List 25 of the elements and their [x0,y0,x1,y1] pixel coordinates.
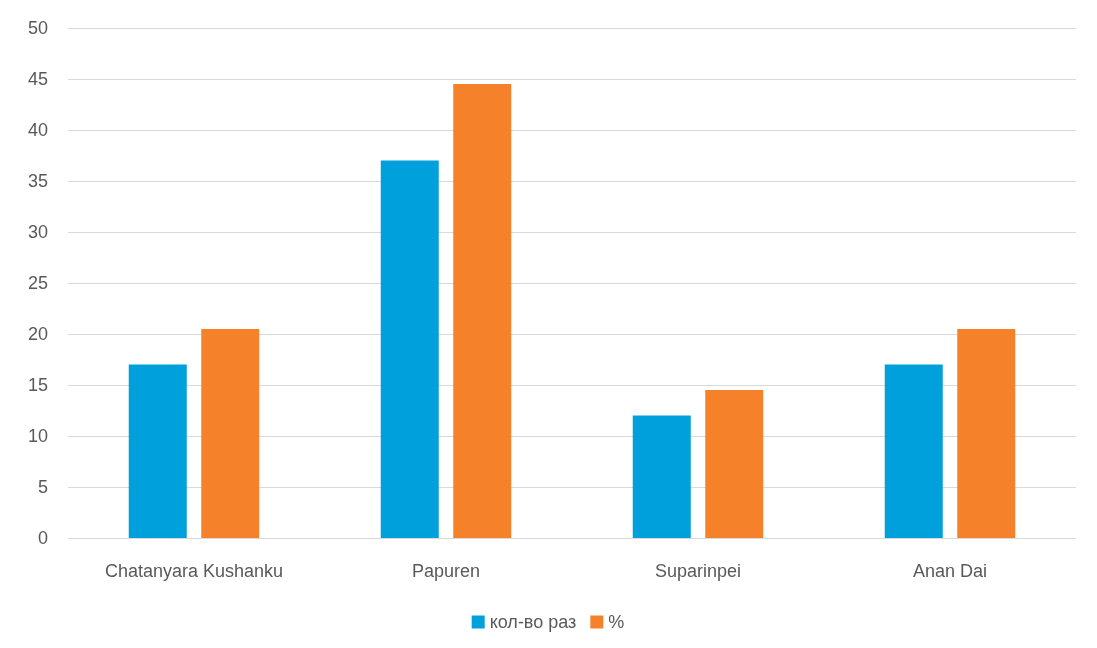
y-tick-label: 30 [27,222,48,242]
y-tick-label: 35 [27,171,48,191]
bar [201,328,260,538]
y-tick-label: 45 [27,69,48,89]
bar [957,328,1016,538]
legend-label: кол-во раз [489,612,577,632]
y-tick-label: 40 [27,120,48,140]
y-tick-label: 10 [27,426,48,446]
bar [380,160,439,538]
x-tick-label: Anan Dai [912,561,988,581]
y-tick-label: 50 [27,18,48,38]
bar [453,84,512,538]
y-tick-label: 0 [37,528,48,548]
y-tick-label: 25 [27,273,48,293]
bar [632,415,691,538]
x-tick-label: Suparinpei [654,561,742,581]
bar [705,390,764,538]
x-tick-label: Papuren [411,561,481,581]
bar [884,364,943,538]
x-tick-label: Chatanyara Kushanku [104,561,284,581]
y-tick-label: 20 [27,324,48,344]
y-tick-label: 5 [37,477,48,497]
bar [128,364,187,538]
legend-label: % [608,612,625,632]
y-tick-label: 15 [27,375,48,395]
